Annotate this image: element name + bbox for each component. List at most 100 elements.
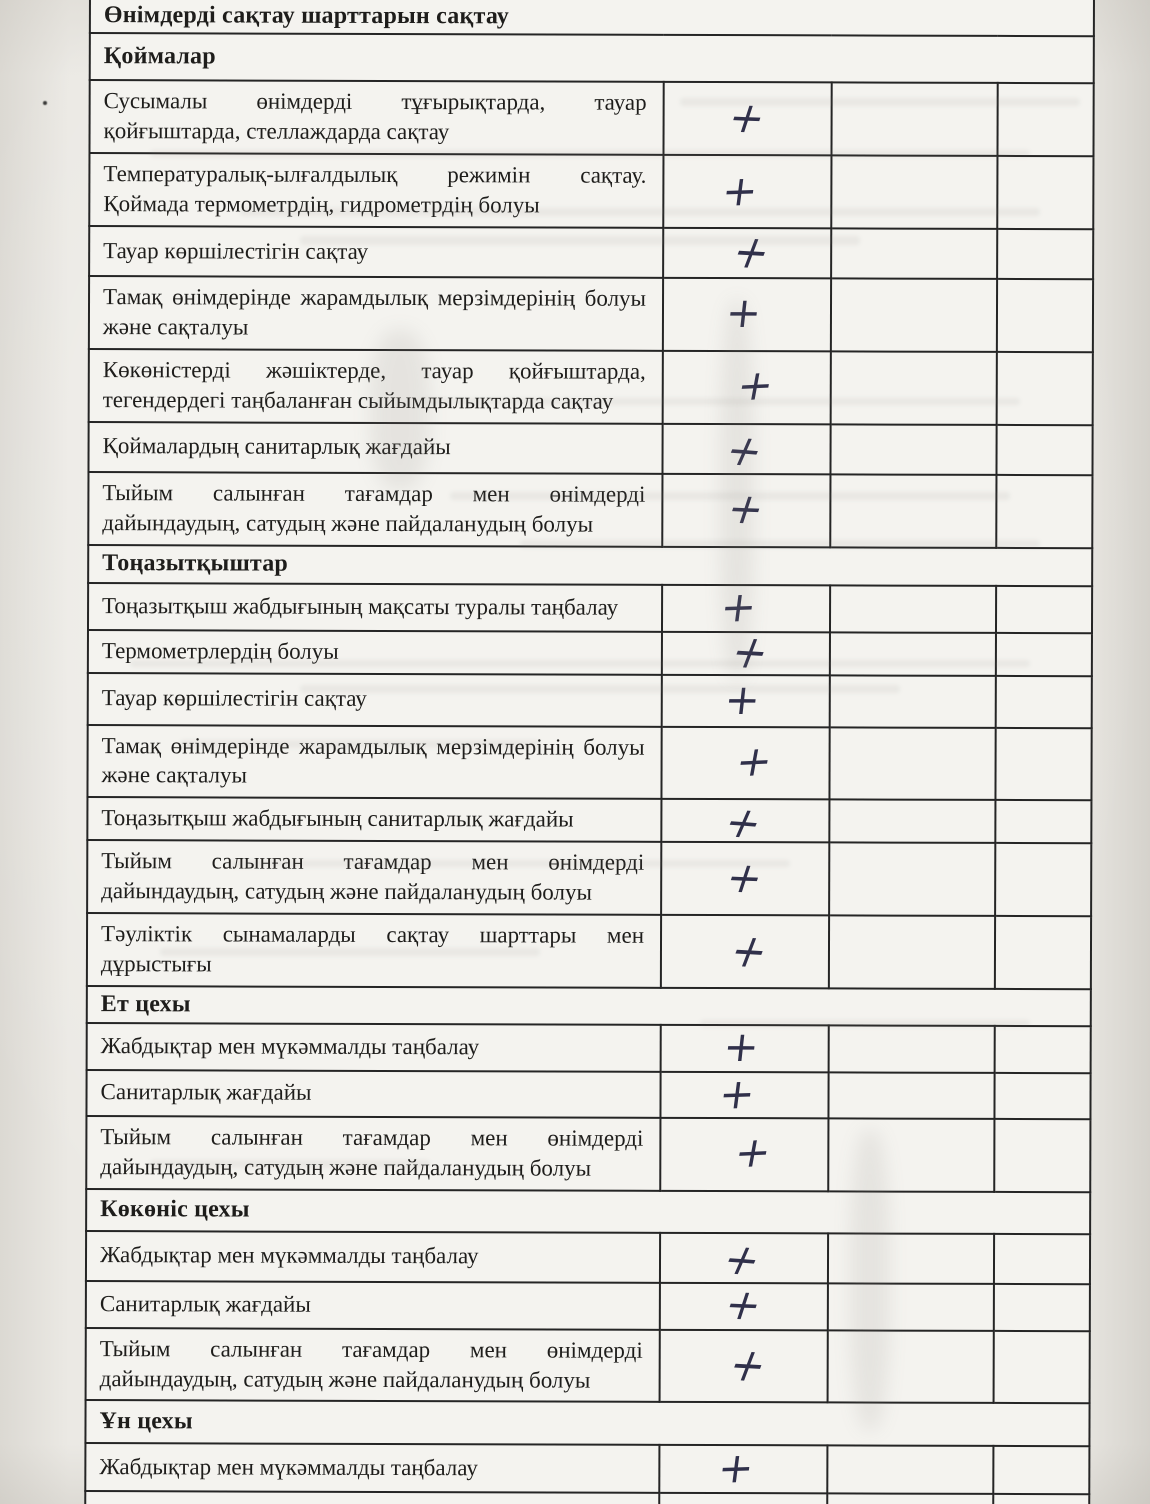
mark-cell: + — [662, 350, 831, 425]
scan-speck — [43, 101, 47, 105]
handwritten-plus-mark: + — [731, 1127, 776, 1178]
item-label: Жабдықтар мен мүкәммалды таңбалау — [85, 1230, 661, 1283]
mark-cell: + — [660, 1117, 829, 1192]
handwritten-plus-mark: + — [722, 923, 778, 978]
empty-cell — [996, 474, 1093, 548]
empty-cell — [829, 631, 996, 676]
handwritten-plus-mark: + — [722, 91, 774, 143]
empty-cell — [828, 1118, 995, 1192]
empty-cell — [827, 1233, 995, 1284]
empty-cell — [995, 800, 1092, 844]
section-heading: Ет цехы — [86, 985, 1091, 1027]
empty-cell — [828, 915, 996, 989]
checklist-row: Тамақ өнімдерінде жарамдылық мерзімдерін… — [87, 724, 1092, 801]
empty-cell — [829, 842, 996, 917]
empty-cell — [996, 351, 1093, 425]
checklist-row: Тоңазытқыш жабдығының санитарлық жағдайы… — [87, 796, 1092, 849]
checklist-row: Тауар көршілестігін сақтау + — [89, 224, 1094, 280]
item-label: Тыйым салынған тағамдар мен өнімдерді да… — [86, 1115, 661, 1191]
empty-cell — [995, 632, 1093, 676]
checklist-row: Тыйым салынған тағамдар мен өнімдерді да… — [86, 1115, 1091, 1192]
empty-cell — [996, 424, 1093, 475]
section-heading: Ұн цехы — [85, 1400, 1090, 1447]
checklist-row: Санитарлық жағдайы + — [86, 1068, 1091, 1120]
mark-cell: + — [663, 81, 832, 156]
checklist-row: Санитарлық жағдайы + — [85, 1491, 1090, 1504]
section-heading: Көкөніс цехы — [86, 1188, 1091, 1234]
empty-cell — [827, 1283, 994, 1331]
handwritten-plus-mark: + — [715, 1233, 771, 1285]
empty-cell — [995, 843, 1092, 917]
empty-cell — [996, 278, 1094, 352]
handwritten-plus-mark: + — [723, 624, 779, 680]
mark-cell: + — [659, 1279, 828, 1331]
checklist-row: Сусымалы өнімдерді тұғырықтарда, тауар қ… — [89, 80, 1094, 157]
handwritten-plus-mark: + — [715, 1443, 758, 1494]
handwritten-plus-mark: + — [721, 1337, 777, 1393]
empty-cell — [993, 1446, 1090, 1495]
item-label: Тоңазытқыш жабдығының мақсаты туралы таң… — [87, 582, 663, 632]
handwritten-plus-mark: + — [714, 1492, 770, 1504]
handwritten-plus-mark: + — [724, 224, 780, 280]
checklist-row: Санитарлық жағдайы + — [85, 1279, 1090, 1331]
inspection-checklist-table: Өнімдерді сақтау шарттарын сақтау Қоймал… — [84, 0, 1096, 1504]
empty-cell — [830, 474, 997, 548]
handwritten-plus-mark: + — [717, 424, 774, 477]
handwritten-plus-mark: + — [718, 581, 760, 632]
mark-cell: + — [660, 1022, 829, 1073]
section-header-row: Қоймалар — [89, 33, 1094, 84]
section-header-row: Көкөніс цехы — [86, 1188, 1091, 1234]
empty-cell — [829, 726, 996, 801]
item-label: Жабдықтар мен мүкәммалды таңбалау — [86, 1022, 661, 1072]
handwritten-plus-mark: + — [722, 674, 764, 724]
empty-cell — [993, 1330, 1090, 1404]
item-label: Тыйым салынған тағамдар мен өнімдерді да… — [85, 1327, 660, 1403]
handwritten-plus-mark: + — [716, 1068, 759, 1119]
checklist-row: Тауар көршілестігін сақтау + — [87, 672, 1092, 728]
handwritten-plus-mark: + — [721, 1022, 762, 1072]
checklist-row: Тәуліктік сынамаларды сақтау шарттары ме… — [86, 913, 1092, 990]
mark-cell: + — [660, 1068, 829, 1119]
mark-cell: + — [659, 1232, 829, 1285]
mark-cell: + — [663, 224, 832, 280]
empty-cell — [831, 155, 998, 229]
empty-cell — [829, 584, 997, 633]
item-label: Санитарлық жағдайы — [85, 1280, 660, 1330]
mark-cell: + — [661, 674, 830, 727]
item-label: Тауар көршілестігін сақтау — [89, 226, 664, 278]
empty-cell — [830, 424, 997, 475]
handwritten-plus-mark: + — [719, 852, 771, 903]
handwritten-plus-mark: + — [716, 796, 773, 849]
handwritten-plus-mark: + — [723, 288, 765, 338]
checklist-row: Көкөністерді жәшіктерде, тауар қойғыштар… — [88, 348, 1093, 425]
table-row: Өнімдерді сақтау шарттарын сақтау — [89, 0, 1095, 37]
checklist-row: Қоймалардың санитарлық жағдайы + — [88, 421, 1093, 477]
empty-cell — [829, 674, 996, 728]
mark-cell: + — [659, 1329, 828, 1403]
item-label: Тоңазытқыш жабдығының санитарлық жағдайы — [87, 797, 662, 843]
mark-cell: + — [662, 423, 831, 477]
handwritten-plus-mark: + — [721, 483, 772, 534]
mark-cell: + — [661, 842, 830, 916]
item-label: Санитарлық жағдайы — [85, 1491, 660, 1504]
handwritten-plus-mark: + — [718, 1279, 770, 1330]
empty-cell — [997, 228, 1094, 280]
mark-cell: + — [662, 473, 831, 547]
item-label: Қоймалардың санитарлық жағдайы — [88, 421, 663, 474]
section-header-row: Тоңазытқыштар — [88, 544, 1093, 586]
checklist-row: Жабдықтар мен мүкәммалды таңбалау + — [85, 1443, 1090, 1495]
item-label: Сусымалы өнімдерді тұғырықтарда, тауар қ… — [89, 80, 664, 155]
checklist-row: Тыйым салынған тағамдар мен өнімдерді да… — [88, 471, 1093, 548]
item-label: Тамақ өнімдерінде жарамдылық мерзімдерін… — [87, 724, 662, 800]
checklist-row: Тамақ өнімдерінде жарамдылық мерзімдерін… — [88, 276, 1094, 352]
section-header-row: Ұн цехы — [85, 1400, 1090, 1447]
handwritten-plus-mark: + — [719, 165, 762, 216]
item-label: Жабдықтар мен мүкәммалды таңбалау — [85, 1443, 660, 1494]
checklist-row: Жабдықтар мен мүкәммалды таңбалау + — [85, 1230, 1091, 1285]
empty-cell — [827, 1493, 994, 1504]
empty-cell — [997, 82, 1094, 157]
item-label: Термометрлердің болуы — [87, 629, 662, 675]
checklist-row: Температуралық-ылғалдылық режимін сақтау… — [89, 153, 1094, 230]
empty-cell — [993, 1494, 1090, 1504]
item-label: Тауар көршілестігін сақтау — [87, 672, 662, 727]
